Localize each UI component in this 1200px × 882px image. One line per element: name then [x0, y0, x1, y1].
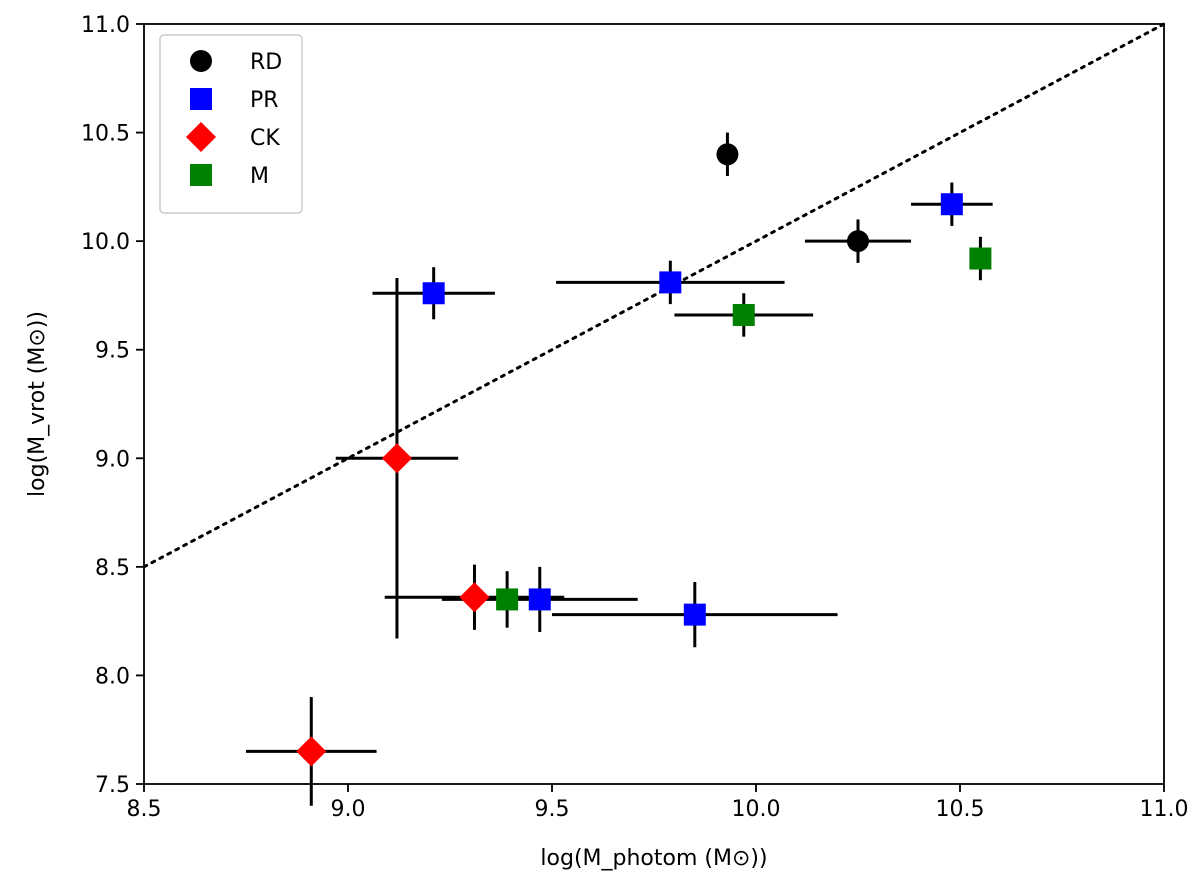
data-point-ck	[296, 736, 327, 767]
data-point-m	[969, 247, 992, 270]
y-tick-label: 8.5	[95, 556, 130, 581]
legend-label-m: M	[250, 164, 269, 189]
data-point-rd	[847, 230, 869, 253]
legend-marker-pr	[190, 88, 212, 110]
axes-frame	[143, 23, 1165, 785]
data-point-rd	[716, 143, 739, 166]
data-point-ck	[459, 582, 490, 613]
y-tick-label: 10.0	[81, 230, 130, 255]
x-tick-label: 9.0	[331, 797, 366, 822]
legend-marker-ck	[186, 122, 216, 152]
legend-label-ck: CK	[250, 126, 280, 151]
y-tick-label: 9.0	[95, 447, 130, 472]
y-axis-label: log(M_vrot (M⊙))	[25, 311, 50, 497]
plot-elements	[142, 22, 1166, 806]
x-tick-label: 10.0	[732, 797, 781, 822]
y-tick-label: 11.0	[81, 13, 130, 38]
data-point-pr	[528, 588, 551, 611]
data-point-pr	[422, 282, 445, 305]
x-tick-label: 10.5	[936, 797, 985, 822]
legend-marker-rd	[190, 50, 212, 72]
data-point-ck	[381, 443, 412, 474]
legend-label-pr: PR	[250, 88, 279, 113]
axis-ticks: 8.5 9.0 9.5 10.0 10.5 11.0 7.5 8.0 8.5 9.0 9.5 10.0…	[81, 13, 1188, 822]
x-axis-label: log(M_photom (M⊙))	[540, 846, 767, 871]
x-tick-label: 9.5	[535, 797, 570, 822]
one-to-one-line	[142, 22, 1166, 569]
y-tick-label: 9.5	[95, 339, 130, 364]
data-point-m	[732, 303, 755, 326]
y-tick-label: 7.5	[95, 773, 130, 798]
x-tick-label: 11.0	[1140, 797, 1189, 822]
legend-label-rd: RD	[250, 50, 282, 75]
data-point-pr	[683, 603, 706, 626]
y-tick-label: 10.5	[81, 122, 130, 147]
legend: RD PR CK M	[159, 34, 303, 214]
legend-items: RD PR CK M	[186, 50, 282, 189]
y-tick-label: 8.0	[95, 664, 130, 689]
data-point-pr	[659, 271, 682, 294]
data-point-pr	[940, 193, 963, 216]
x-tick-label: 8.5	[127, 797, 162, 822]
legend-marker-m	[190, 164, 212, 186]
data-point-m	[496, 588, 519, 611]
